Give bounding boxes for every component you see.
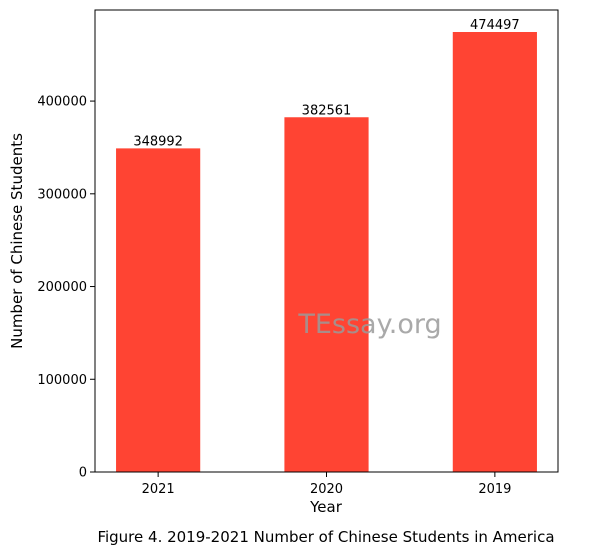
bar-value-label: 382561 bbox=[302, 103, 352, 118]
x-tick-label: 2021 bbox=[142, 482, 175, 497]
y-axis-label: Number of Chinese Students bbox=[8, 133, 26, 349]
bar-value-labels: 348992 382561 474497 bbox=[133, 18, 519, 149]
y-tick-label: 100000 bbox=[37, 373, 87, 388]
y-tick-label: 0 bbox=[79, 466, 87, 481]
bar-value-label: 348992 bbox=[133, 134, 183, 149]
watermark-text: TEssay.org bbox=[297, 309, 441, 340]
y-tick-label: 200000 bbox=[37, 280, 87, 295]
bar-2020 bbox=[284, 117, 369, 473]
y-tick-label: 400000 bbox=[37, 95, 87, 110]
x-axis-label: Year bbox=[309, 498, 343, 516]
plot-area-frame bbox=[94, 9, 559, 473]
x-tick-label: 2019 bbox=[478, 482, 511, 497]
x-axis-ticks: 2021 2020 2019 bbox=[142, 472, 511, 497]
x-tick-label: 2020 bbox=[310, 482, 343, 497]
bar-2019 bbox=[452, 32, 537, 473]
y-tick-label: 300000 bbox=[37, 187, 87, 202]
bars bbox=[116, 32, 537, 473]
bar-2021 bbox=[116, 148, 201, 472]
figure-caption: Figure 4. 2019-2021 Number of Chinese St… bbox=[97, 528, 554, 546]
y-axis-ticks: 0 100000 200000 300000 400000 bbox=[37, 95, 95, 481]
bar-value-label: 474497 bbox=[470, 18, 520, 33]
